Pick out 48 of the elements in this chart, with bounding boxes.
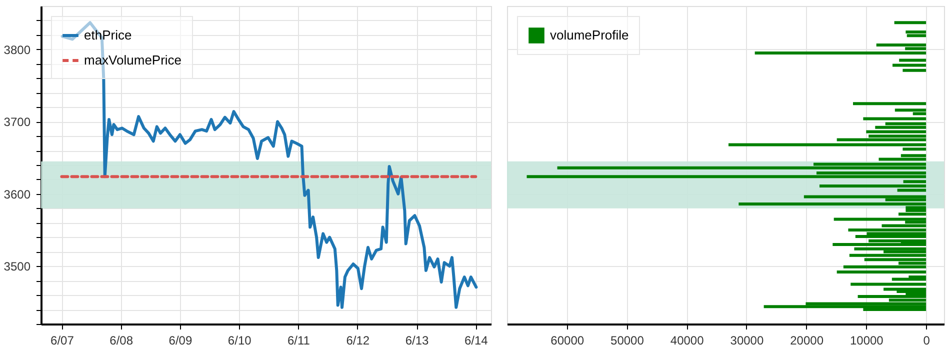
bar (902, 68, 926, 72)
x-tick-label: 6/13 (405, 334, 430, 348)
bar (894, 108, 926, 112)
bar (863, 117, 926, 120)
bar (526, 175, 926, 178)
x-tick-label: 50000 (610, 334, 644, 348)
bar (754, 51, 926, 54)
y-tick-label: 3500 (4, 260, 31, 274)
bar (836, 138, 926, 142)
bar (836, 270, 926, 274)
x-tick-label: 30000 (730, 334, 764, 348)
bar (834, 218, 926, 221)
legend-label: volumeProfile (550, 28, 629, 42)
bar (855, 235, 926, 238)
bar (557, 166, 926, 170)
bar (853, 102, 926, 106)
y-tick-label: 3700 (4, 115, 31, 130)
x-tick-label: 6/08 (110, 334, 134, 348)
bar (850, 282, 926, 286)
x-tick-label: 6/07 (50, 334, 74, 348)
bar (849, 254, 926, 257)
legend-label: maxVolumePrice (84, 52, 182, 68)
bar (892, 64, 926, 67)
bar (899, 58, 926, 62)
bar (878, 158, 926, 161)
legend-label: ethPrice (84, 28, 132, 42)
bar (898, 212, 926, 216)
y-tick-label: 3800 (4, 42, 31, 57)
bar (858, 295, 926, 298)
x-tick-label: 10000 (850, 334, 884, 348)
x-tick-label: 0 (923, 334, 930, 348)
bar (843, 265, 926, 268)
bar (876, 44, 926, 47)
bar (804, 195, 926, 198)
bar (906, 34, 926, 38)
x-tick-label: 20000 (790, 334, 824, 348)
bar (906, 30, 926, 34)
x-tick-label: 40000 (670, 334, 704, 348)
x-tick-label: 6/11 (288, 334, 310, 348)
bar (866, 130, 926, 134)
x-tick-label: 6/12 (346, 334, 370, 348)
bar (894, 21, 926, 24)
x-tick-label: 6/09 (168, 334, 192, 348)
x-tick-label: 60000 (550, 334, 584, 348)
x-tick-label: 6/14 (464, 334, 488, 348)
bar (728, 143, 926, 146)
y-tick-label: 3600 (4, 187, 31, 202)
x-tick-label: 6/10 (228, 334, 252, 348)
